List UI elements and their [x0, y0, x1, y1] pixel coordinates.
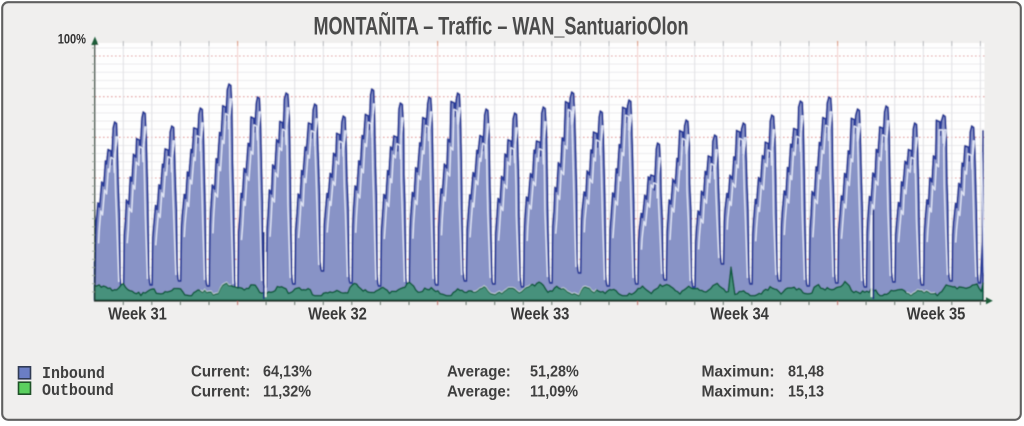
svg-text:Week 35: Week 35	[907, 304, 966, 324]
svg-text:Average:: Average:	[447, 363, 511, 381]
svg-text:Outbound: Outbound	[42, 381, 114, 400]
svg-text:15,13: 15,13	[788, 383, 824, 401]
svg-text:11,09%: 11,09%	[530, 383, 578, 401]
svg-text:64,13%: 64,13%	[263, 363, 312, 381]
svg-text:Current:: Current:	[191, 363, 250, 381]
svg-text:Week 34: Week 34	[710, 304, 769, 324]
svg-text:Average:: Average:	[447, 383, 511, 401]
svg-text:11,32%: 11,32%	[263, 383, 311, 401]
svg-text:Week 33: Week 33	[511, 304, 570, 324]
svg-text:Maximun:: Maximun:	[702, 363, 775, 380]
svg-text:Maximun:: Maximun:	[702, 383, 775, 400]
svg-text:MONTAÑITA – Traffic – WAN_Sant: MONTAÑITA – Traffic – WAN_SantuarioOlon	[313, 12, 688, 41]
svg-text:51,28%: 51,28%	[530, 363, 579, 381]
svg-text:Week 32: Week 32	[308, 304, 367, 324]
svg-text:Inbound: Inbound	[42, 364, 105, 383]
svg-text:100%: 100%	[58, 30, 86, 47]
svg-text:Week 31: Week 31	[108, 304, 167, 324]
svg-text:Current:: Current:	[191, 383, 250, 401]
svg-text:81,48: 81,48	[788, 363, 824, 381]
